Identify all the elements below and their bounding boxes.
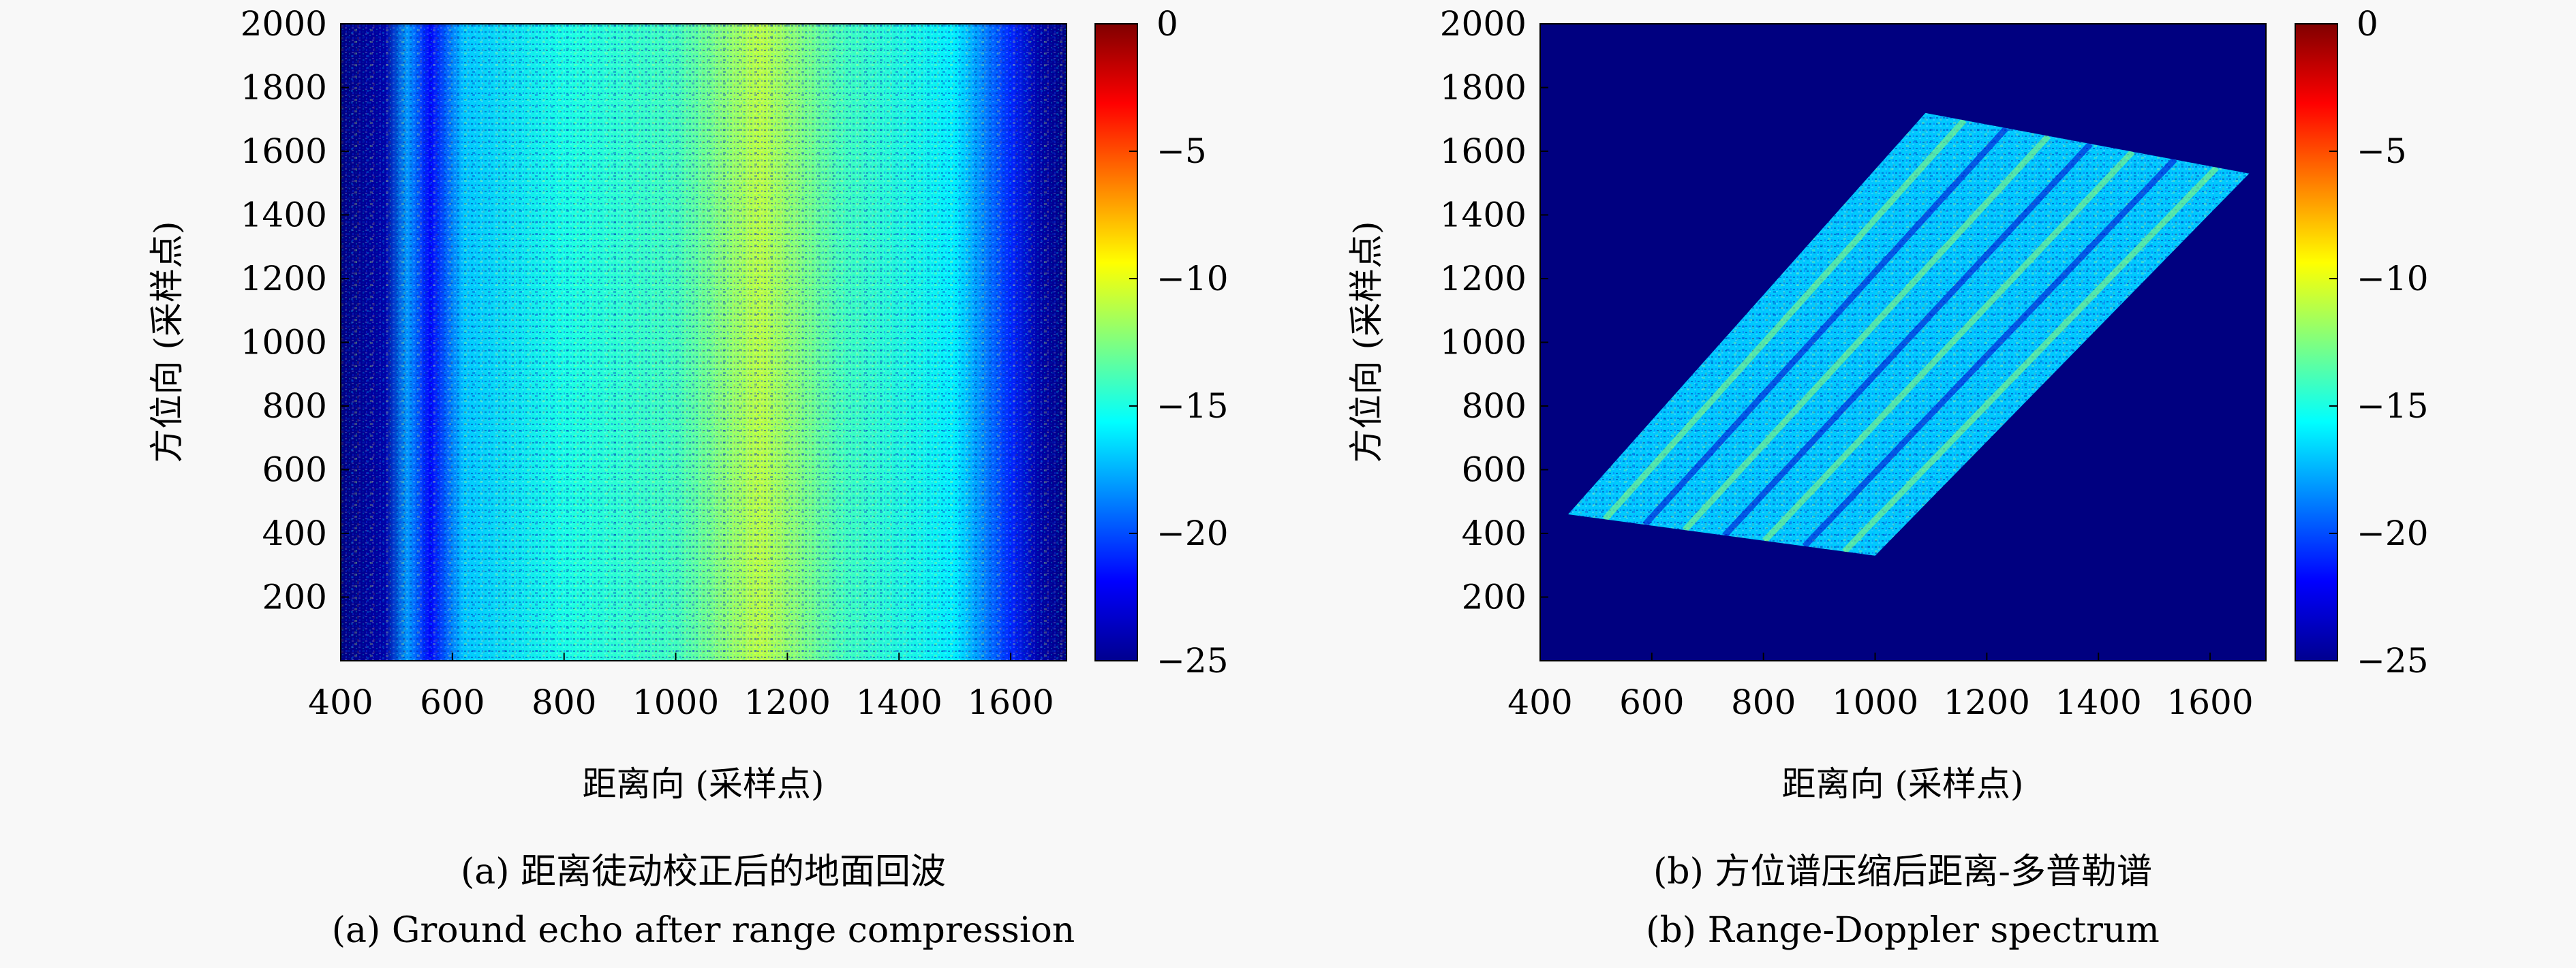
scene-streak xyxy=(1762,149,2135,543)
colorbar-gradient xyxy=(2295,23,2338,661)
x-tick-label: 400 xyxy=(308,683,373,722)
colorbar: 0 −5 −10 −15 −20 −25 xyxy=(2295,4,2429,681)
scene-streak xyxy=(1682,134,2051,533)
caption-en: (a) Ground echo after range compression xyxy=(332,910,1075,951)
plot-area-a xyxy=(340,23,1067,661)
scene-streak xyxy=(1802,157,2177,548)
x-tick-label: 400 xyxy=(1507,683,1572,722)
caption-cn: (a) 距离徒动校正后的地面回波 xyxy=(461,852,946,892)
caption-en: (b) Range-Doppler spectrum xyxy=(1646,910,2160,951)
x-tick-label: 1400 xyxy=(2055,683,2142,722)
x-tick-label: 1600 xyxy=(967,683,1054,722)
y-tick-label: 1000 xyxy=(1440,323,1527,362)
plot-area-b xyxy=(1539,23,2267,661)
x-tick-label: 1400 xyxy=(856,683,942,722)
y-tick-label: 800 xyxy=(1462,386,1527,426)
colorbar-tick-label: −15 xyxy=(1156,386,1229,426)
x-tick-label: 1000 xyxy=(1832,683,1918,722)
y-tick-label: 400 xyxy=(262,514,327,553)
y-tick-label: 400 xyxy=(1462,514,1527,553)
x-axis-ticks: 400 600 800 1000 1200 1400 1600 xyxy=(1507,653,2254,722)
y-tick-label: 600 xyxy=(262,450,327,490)
colorbar-tick-label: −20 xyxy=(1156,514,1229,553)
y-tick-label: 2000 xyxy=(1440,4,1527,44)
speckle-texture-coarse xyxy=(341,24,1067,661)
y-tick-label: 2000 xyxy=(241,4,327,44)
y-tick-label: 1200 xyxy=(1440,259,1527,298)
x-tick-label: 600 xyxy=(420,683,485,722)
x-tick-label: 800 xyxy=(1731,683,1796,722)
y-tick-label: 1800 xyxy=(241,68,327,108)
scene-streak xyxy=(1602,118,1967,522)
caption-cn: (b) 方位谱压缩后距离-多普勒谱 xyxy=(1653,852,2152,892)
x-axis-ticks: 400 600 800 1000 1200 1400 1600 xyxy=(308,653,1054,722)
colorbar: 0 −5 −10 −15 −20 −25 xyxy=(1094,4,1229,681)
y-tick-label: 1400 xyxy=(1440,196,1527,235)
y-tick-label: 1800 xyxy=(1440,68,1527,108)
x-tick-label: 800 xyxy=(532,683,596,722)
x-axis-label: 距离向 (采样点) xyxy=(1782,764,2024,804)
colorbar-tick-label: −20 xyxy=(2357,514,2429,553)
x-axis-label: 距离向 (采样点) xyxy=(583,764,825,804)
colorbar-gradient xyxy=(1094,23,1138,661)
colorbar-ticks: 0 −5 −10 −15 −20 −25 xyxy=(2329,4,2429,681)
x-tick-label: 1200 xyxy=(744,683,831,722)
y-tick-label: 1200 xyxy=(241,259,327,298)
y-tick-label: 1600 xyxy=(241,131,327,171)
y-tick-label: 1400 xyxy=(241,196,327,235)
y-axis-ticks: 200 400 600 800 1000 1200 1400 1600 1800 2000 xyxy=(241,4,349,617)
y-axis-label: 方位向 (采样点) xyxy=(1347,221,1386,463)
colorbar-tick-label: 0 xyxy=(1156,4,1178,44)
y-tick-label: 200 xyxy=(1462,578,1527,617)
x-tick-label: 1600 xyxy=(2166,683,2253,722)
scene-streak xyxy=(1842,165,2220,554)
colorbar-tick-label: −5 xyxy=(1156,131,1207,171)
scene-streak xyxy=(1642,126,2009,527)
colorbar-tick-label: −25 xyxy=(1156,641,1229,681)
scene-features xyxy=(1602,118,2220,554)
x-tick-label: 1000 xyxy=(632,683,719,722)
colorbar-tick-label: 0 xyxy=(2357,4,2378,44)
y-tick-label: 600 xyxy=(1462,450,1527,490)
colorbar-tick-label: −10 xyxy=(1156,259,1229,298)
y-tick-label: 800 xyxy=(262,386,327,426)
panel-a: 400 600 800 1000 1200 1400 1600 200 400 600 800 10… xyxy=(147,4,1229,951)
y-axis-label: 方位向 (采样点) xyxy=(147,221,187,463)
y-tick-label: 1600 xyxy=(1440,131,1527,171)
x-tick-label: 1200 xyxy=(1944,683,2030,722)
y-axis-ticks: 200 400 600 800 1000 1200 1400 1600 1800 2000 xyxy=(1440,4,1548,617)
panel-b: 400 600 800 1000 1200 1400 1600 200 400 600 800 10… xyxy=(1347,4,2429,951)
x-tick-label: 600 xyxy=(1619,683,1684,722)
y-tick-label: 200 xyxy=(262,578,327,617)
colorbar-tick-label: −10 xyxy=(2357,259,2429,298)
colorbar-ticks: 0 −5 −10 −15 −20 −25 xyxy=(1129,4,1229,681)
colorbar-tick-label: −15 xyxy=(2357,386,2429,426)
colorbar-tick-label: −5 xyxy=(2357,131,2407,171)
colorbar-tick-label: −25 xyxy=(2357,641,2429,681)
scene-streak xyxy=(1722,142,2093,538)
y-tick-label: 1000 xyxy=(241,323,327,362)
